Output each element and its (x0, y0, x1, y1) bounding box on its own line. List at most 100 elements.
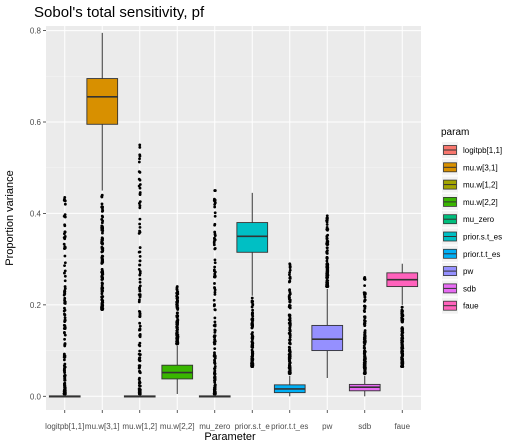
outlier-point (63, 202, 67, 206)
x-axis-title: Parameter (204, 431, 256, 443)
outlier-point (137, 300, 141, 304)
x-tick-label: prior.t.t_es (271, 422, 308, 431)
box-prior.t.t_es (273, 262, 306, 397)
outlier-point (362, 309, 366, 313)
outlier-point (400, 333, 404, 337)
outlier-point (101, 258, 104, 262)
outlier-point (138, 170, 142, 174)
outlier-point (251, 358, 254, 362)
outlier-point (213, 351, 216, 355)
outlier-point (288, 335, 292, 339)
outlier-point (363, 367, 367, 371)
outlier-point (213, 290, 217, 294)
outlier-point (63, 215, 67, 219)
outlier-point (213, 234, 217, 238)
outlier-point (213, 367, 216, 371)
outlier-point (138, 376, 141, 380)
outlier-point (138, 143, 142, 147)
legend-label: pw (463, 267, 473, 276)
legend-item: mu_zero (442, 211, 495, 228)
outlier-point (101, 250, 104, 253)
outlier-point (250, 296, 254, 300)
outlier-point (175, 303, 179, 306)
outlier-point (62, 198, 66, 202)
outlier-point (288, 265, 292, 269)
outlier-point (213, 316, 217, 320)
outlier-point (325, 214, 329, 218)
outlier-point (400, 312, 404, 316)
outlier-point (213, 282, 216, 285)
outlier-point (63, 337, 66, 341)
outlier-point (63, 300, 67, 304)
outlier-point (138, 157, 141, 161)
box-body (311, 324, 344, 352)
outlier-point (62, 389, 66, 393)
x-tick-label: mu.w[3,1] (85, 422, 120, 431)
outlier-point (62, 293, 66, 297)
legend-item: mu.w[3,1] (442, 159, 498, 176)
outlier-point (63, 376, 67, 380)
outlier-point (62, 242, 66, 246)
outlier-point (62, 353, 66, 357)
outlier-point (101, 241, 105, 245)
outlier-point (138, 277, 142, 281)
outlier-point (326, 270, 329, 273)
outlier-point (363, 316, 367, 320)
outlier-point (213, 342, 216, 346)
x-tick-label: mu.w[2,2] (160, 422, 195, 431)
outlier-point (213, 370, 217, 374)
outlier-point (63, 279, 67, 283)
outlier-point (325, 259, 329, 263)
outlier-point (63, 308, 67, 312)
box-mu_zero (198, 189, 231, 398)
box-prior.s.t_e (236, 192, 269, 368)
outlier-point (212, 392, 216, 395)
outlier-point (100, 214, 104, 218)
outlier-point (63, 269, 67, 273)
outlier-point (137, 352, 141, 356)
outlier-point (400, 355, 404, 359)
outlier-point (363, 321, 366, 325)
outlier-point (138, 259, 142, 263)
outlier-point (288, 363, 291, 367)
legend-label: mu_zero (463, 215, 495, 224)
outlier-point (137, 184, 141, 188)
outlier-point (63, 344, 67, 348)
outlier-point (100, 205, 104, 209)
outlier-point (401, 357, 404, 361)
outlier-point (401, 365, 405, 368)
legend-item: prior.t.t_es (442, 245, 500, 262)
outlier-point (288, 329, 292, 333)
outlier-point (213, 265, 217, 269)
outlier-point (176, 292, 180, 296)
outlier-point (138, 381, 142, 384)
outlier-point (63, 264, 66, 268)
outlier-point (213, 205, 217, 209)
outlier-point (288, 273, 291, 277)
outlier-point (213, 201, 217, 205)
outlier-point (137, 267, 141, 271)
box-sdb (348, 276, 381, 397)
outlier-point (288, 338, 292, 342)
legend-item: sdb (442, 280, 476, 297)
outlier-point (250, 311, 254, 315)
y-tick-label: 0.2 (30, 301, 42, 310)
box-faue (386, 263, 419, 368)
outlier-point (213, 324, 217, 328)
outlier-point (175, 340, 179, 344)
outlier-point (251, 346, 255, 349)
outlier-point (213, 330, 217, 334)
outlier-point (288, 369, 292, 373)
outlier-point (213, 292, 217, 296)
outlier-point (325, 267, 329, 271)
outlier-point (400, 308, 404, 312)
outlier-point (213, 365, 217, 368)
legend-label: sdb (463, 284, 476, 293)
outlier-point (287, 321, 291, 325)
outlier-point (213, 261, 217, 265)
outlier-point (62, 392, 66, 396)
outlier-point (138, 327, 142, 331)
outlier-point (138, 153, 142, 157)
outlier-point (62, 358, 66, 362)
outlier-point (138, 204, 142, 208)
